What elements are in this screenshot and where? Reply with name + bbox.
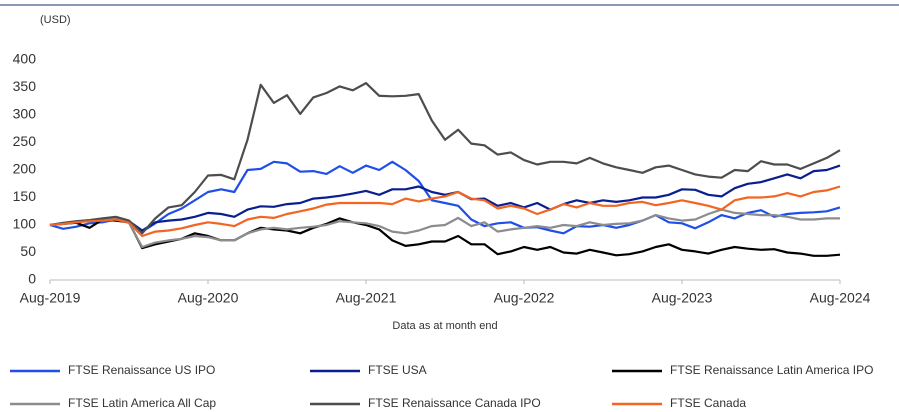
y-tick-label: 250 [13,133,37,149]
y-tick-label: 350 [13,78,37,94]
legend-label: FTSE Renaissance Latin America IPO [670,363,873,377]
x-tick-label: Aug-2020 [178,290,239,306]
y-tick-label: 150 [13,188,37,204]
y-tick-label: 0 [28,271,36,287]
y-tick-label: 200 [13,161,37,177]
x-tick-label: Aug-2019 [20,290,81,306]
legend-label: FTSE Renaissance Canada IPO [368,396,541,410]
series-line [49,185,841,238]
series-line [49,160,841,235]
legend-label: FTSE USA [368,363,427,377]
series-line [49,82,841,235]
y-tick-label: 50 [20,243,36,259]
legend-label: FTSE Canada [670,396,746,410]
legend-label: FTSE Renaissance US IPO [68,363,215,377]
legend-label: FTSE Latin America All Cap [68,396,216,410]
y-tick-label: 400 [13,51,37,67]
x-tick-label: Aug-2023 [652,290,713,306]
x-axis-label: Data as at month end [392,320,497,332]
series-line [49,164,841,232]
x-tick-label: Aug-2021 [336,290,397,306]
series-line [49,208,840,249]
y-tick-label: 300 [13,106,37,122]
x-tick-label: Aug-2024 [810,290,871,306]
x-tick-label: Aug-2022 [494,290,555,306]
y-unit: (USD) [40,14,71,26]
y-tick-label: 100 [13,216,37,232]
